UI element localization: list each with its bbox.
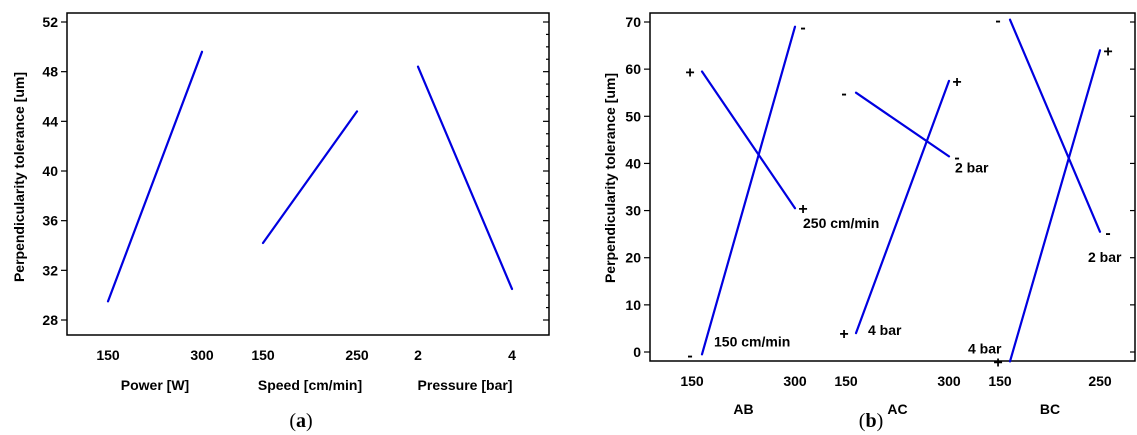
x-tick-label: 250 xyxy=(1088,373,1112,389)
x-tick-label: 150 xyxy=(96,347,120,363)
level-annotation: 250 cm/min xyxy=(803,215,879,231)
interaction-line xyxy=(700,70,797,210)
level-annotation: 4 bar xyxy=(968,340,1002,356)
level-sign: - xyxy=(687,347,692,364)
x-tick-label: 150 xyxy=(834,373,858,389)
x-axis-label: Speed [cm/min] xyxy=(258,377,362,393)
effect-line xyxy=(416,65,514,291)
caption-a: (a) xyxy=(289,410,312,432)
panel-a: Perpendicularity tolerance [um] 28 32 36 40… xyxy=(11,12,550,432)
x-tick-label: 150 xyxy=(680,373,704,389)
y-tick-label: 50 xyxy=(625,108,641,124)
y-tick-label: 28 xyxy=(42,312,58,328)
y-tick-label: 40 xyxy=(625,155,641,171)
interaction-line xyxy=(854,79,951,335)
x-tick-label: 300 xyxy=(190,347,214,363)
y-tick-label: 20 xyxy=(625,250,641,266)
level-sign: + xyxy=(1103,43,1112,60)
level-annotation: 150 cm/min xyxy=(714,333,790,349)
caption-b: (b) xyxy=(859,410,883,432)
y-tick-label: 40 xyxy=(42,163,58,179)
x-tick-label: 300 xyxy=(937,373,961,389)
y-tick-label: 32 xyxy=(42,262,58,278)
y-tick-label: 48 xyxy=(42,64,58,80)
x-axis-label: AC xyxy=(887,401,907,417)
plot-frame-b xyxy=(649,12,1136,362)
interaction-line xyxy=(700,25,797,356)
x-axis-label: AB xyxy=(733,401,753,417)
level-sign: - xyxy=(1105,225,1110,242)
level-sign: + xyxy=(839,326,848,343)
level-sign: + xyxy=(993,354,1002,371)
y-tick-label: 52 xyxy=(42,14,58,30)
level-sign: - xyxy=(800,20,805,37)
effect-line xyxy=(106,50,204,303)
level-sign: - xyxy=(841,86,846,103)
x-tick-label: 300 xyxy=(783,373,807,389)
level-sign: - xyxy=(995,13,1000,30)
x-tick-label: 4 xyxy=(508,347,516,363)
x-tick-label: 2 xyxy=(414,347,422,363)
x-tick-label: 150 xyxy=(251,347,275,363)
level-annotation: 2 bar xyxy=(955,159,989,175)
level-annotation: 2 bar xyxy=(1088,249,1122,265)
y-tick-label: 30 xyxy=(625,203,641,219)
effect-line xyxy=(261,110,359,245)
level-sign: + xyxy=(798,201,807,218)
y-ticks-b: 0 10 20 30 40 50 60 70 xyxy=(625,14,1135,360)
y-tick-label: 10 xyxy=(625,297,641,313)
x-tick-label: 150 xyxy=(988,373,1012,389)
y-ticks-a: 28 32 36 40 44 48 52 xyxy=(42,14,549,328)
x-axis-label: Pressure [bar] xyxy=(418,377,513,393)
x-axis-label: Power [W] xyxy=(121,377,189,393)
x-tick-label: 250 xyxy=(345,347,369,363)
x-axis-label: BC xyxy=(1040,401,1060,417)
panel-b: Perpendicularity tolerance [um] 0 10 20 30 4… xyxy=(602,12,1136,432)
plot-frame-a xyxy=(66,12,550,336)
level-sign: + xyxy=(685,65,694,82)
y-tick-label: 60 xyxy=(625,61,641,77)
data-lines-a xyxy=(106,50,514,303)
level-annotation: 4 bar xyxy=(868,322,902,338)
x-ticks-b: 150 300 AB 150 300 AC 150 250 BC xyxy=(680,373,1112,417)
level-sign: - xyxy=(954,149,959,166)
level-sign: + xyxy=(952,74,961,91)
interaction-line xyxy=(1008,18,1102,233)
y-tick-label: 36 xyxy=(42,213,58,229)
interaction-line xyxy=(854,91,951,158)
interaction-line xyxy=(1008,49,1102,363)
y-axis-label-a: Perpendicularity tolerance [um] xyxy=(11,72,27,282)
y-tick-label: 0 xyxy=(633,344,641,360)
y-tick-label: 44 xyxy=(42,113,58,129)
y-tick-label: 70 xyxy=(625,14,641,30)
data-lines-b: ++250 cm/min--150 cm/min--2 bar++4 bar--… xyxy=(685,13,1122,372)
y-axis-label-b: Perpendicularity tolerance [um] xyxy=(602,73,618,283)
